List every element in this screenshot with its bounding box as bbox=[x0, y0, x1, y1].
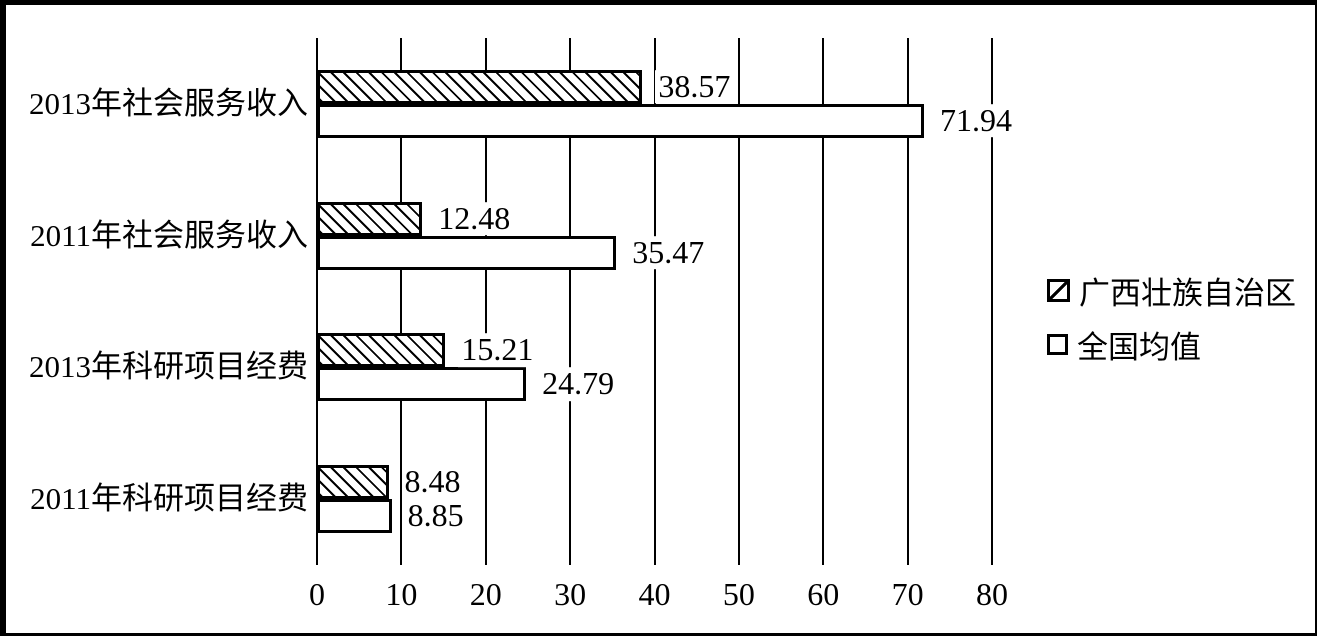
gridline bbox=[569, 38, 572, 565]
x-tick-label: 80 bbox=[976, 576, 1008, 612]
gridline bbox=[400, 38, 403, 565]
value-label: 12.48 bbox=[435, 201, 514, 236]
gridline bbox=[316, 38, 318, 565]
x-tick-label: 50 bbox=[722, 576, 755, 612]
hatched-swatch-icon bbox=[1047, 278, 1070, 302]
bar-chart: 广西壮族自治区 全国均值 0 10 20 30 40 50 60 70 80 2013年社会服务收… bbox=[6, 5, 1315, 633]
legend-label-guangxi: 广西壮族自治区 bbox=[1079, 275, 1296, 311]
plain-swatch-icon bbox=[1047, 333, 1068, 355]
value-label: 15.21 bbox=[458, 333, 537, 368]
category-label: 2011年社会服务收入 bbox=[30, 217, 308, 253]
bar-guangxi bbox=[317, 201, 423, 236]
legend-item-guangxi: 广西壮族自治区 bbox=[1047, 268, 1296, 312]
bar-national bbox=[317, 235, 617, 270]
x-tick-label: 10 bbox=[385, 576, 418, 612]
category-label: 2013年科研项目经费 bbox=[29, 349, 308, 385]
gridline bbox=[991, 38, 993, 565]
bar-national bbox=[317, 103, 924, 138]
value-label: 8.48 bbox=[401, 465, 464, 499]
bar-guangxi bbox=[317, 333, 446, 368]
x-tick-label: 30 bbox=[554, 576, 587, 612]
gridline bbox=[484, 38, 487, 565]
legend-item-national-average: 全国均值 bbox=[1047, 322, 1296, 366]
plot-area bbox=[316, 38, 993, 565]
bar-guangxi bbox=[317, 69, 643, 104]
bar-guangxi bbox=[317, 465, 389, 500]
category-label: 2013年社会服务收入 bbox=[29, 85, 308, 121]
gridline bbox=[653, 38, 656, 565]
x-tick-label: 20 bbox=[469, 576, 502, 612]
x-tick-label: 60 bbox=[807, 576, 840, 612]
gridline bbox=[822, 38, 825, 565]
value-label: 35.47 bbox=[629, 235, 708, 270]
value-label: 71.94 bbox=[936, 103, 1015, 138]
value-label: 24.79 bbox=[539, 367, 618, 402]
gridline bbox=[737, 38, 740, 565]
bar-national bbox=[317, 367, 527, 402]
value-label: 8.85 bbox=[404, 499, 467, 533]
bar-national bbox=[317, 499, 392, 534]
legend: 广西壮族自治区 全国均值 bbox=[1047, 268, 1296, 366]
x-tick-label: 70 bbox=[891, 576, 924, 612]
category-label: 2011年科研项目经费 bbox=[30, 481, 308, 517]
x-tick-label: 0 bbox=[309, 576, 325, 612]
value-label: 38.57 bbox=[655, 69, 734, 104]
gridline bbox=[906, 38, 909, 565]
x-tick-label: 40 bbox=[638, 576, 671, 612]
legend-label-national-average: 全国均值 bbox=[1077, 329, 1201, 365]
